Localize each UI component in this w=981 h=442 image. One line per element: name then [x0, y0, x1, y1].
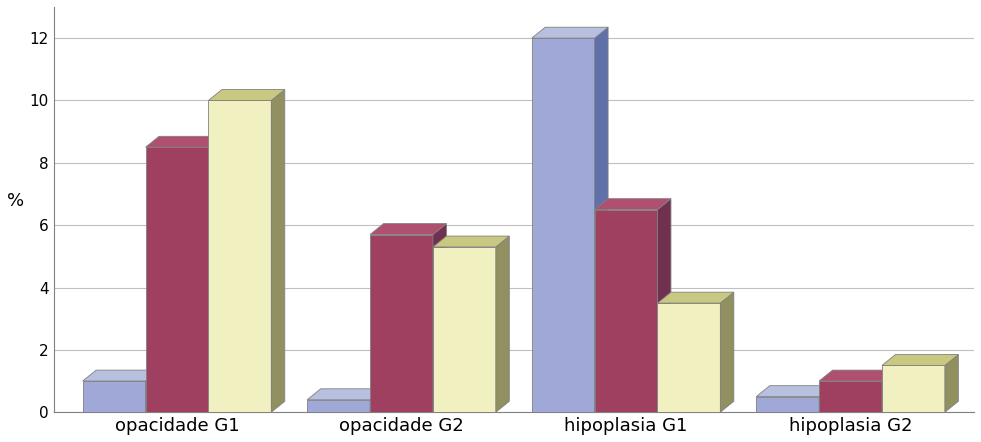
FancyBboxPatch shape [208, 100, 272, 412]
Polygon shape [720, 292, 734, 412]
Polygon shape [208, 136, 222, 412]
FancyBboxPatch shape [145, 147, 208, 412]
Polygon shape [145, 370, 159, 412]
Polygon shape [594, 27, 608, 412]
FancyBboxPatch shape [594, 210, 657, 412]
FancyBboxPatch shape [882, 366, 945, 412]
Polygon shape [882, 370, 896, 412]
Polygon shape [145, 136, 222, 147]
FancyBboxPatch shape [657, 303, 720, 412]
FancyBboxPatch shape [433, 247, 495, 412]
Polygon shape [594, 198, 671, 210]
Polygon shape [756, 386, 833, 396]
Polygon shape [82, 370, 159, 381]
FancyBboxPatch shape [370, 235, 433, 412]
Polygon shape [433, 224, 446, 412]
Polygon shape [532, 27, 608, 38]
FancyBboxPatch shape [532, 38, 594, 412]
Polygon shape [495, 236, 509, 412]
FancyBboxPatch shape [819, 381, 882, 412]
Polygon shape [370, 224, 446, 235]
Polygon shape [208, 90, 284, 100]
Polygon shape [819, 370, 896, 381]
FancyBboxPatch shape [756, 396, 819, 412]
Polygon shape [882, 354, 958, 366]
Polygon shape [307, 389, 384, 400]
Polygon shape [272, 90, 284, 412]
Polygon shape [657, 198, 671, 412]
Polygon shape [657, 292, 734, 303]
FancyBboxPatch shape [82, 381, 145, 412]
FancyBboxPatch shape [307, 400, 370, 412]
Polygon shape [945, 354, 958, 412]
Polygon shape [433, 236, 509, 247]
Polygon shape [370, 389, 384, 412]
Y-axis label: %: % [7, 191, 25, 210]
Polygon shape [819, 386, 833, 412]
